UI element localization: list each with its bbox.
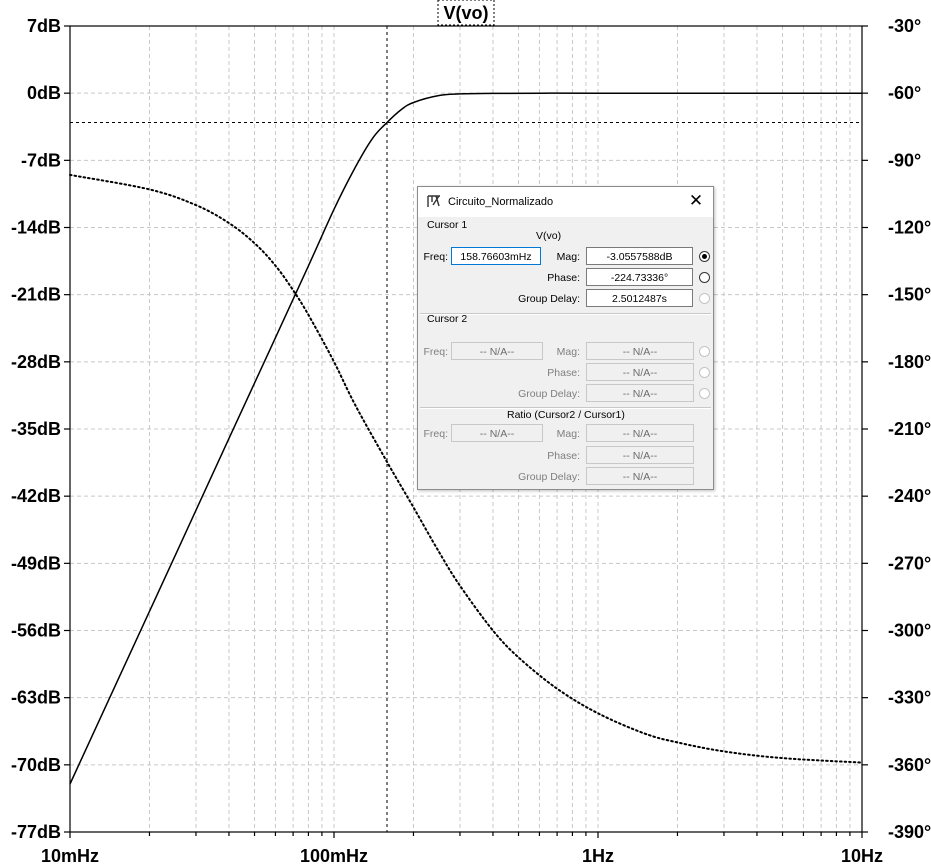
ltspice-icon <box>427 195 440 207</box>
cursor1-mag-label: Mag: <box>556 251 580 263</box>
y-left-tick-label: -21dB <box>11 285 61 305</box>
cursor2-group-delay-radio[interactable] <box>699 388 710 399</box>
traces <box>69 92 863 785</box>
trace-title-box[interactable] <box>437 0 495 26</box>
ratio-group-delay-label: Group Delay: <box>518 471 580 483</box>
y-right-tick-label: -180° <box>888 352 931 372</box>
y-left-tick-label: -35dB <box>11 419 61 439</box>
y-right-tick-label: -330° <box>888 688 931 708</box>
y-left-tick-label: -63dB <box>11 688 61 708</box>
plot-grid <box>70 26 862 832</box>
y-right-tick-label: -90° <box>888 150 921 170</box>
dialog-titlebar[interactable]: Circuito_Normalizado ✕ <box>418 187 713 217</box>
cursor1-freq-field[interactable]: 158.76603mHz <box>451 247 541 265</box>
y-left-tick-label: -49dB <box>11 553 61 573</box>
cursor2-group-delay-field[interactable]: -- N/A-- <box>586 384 694 402</box>
cursor2-phase-label: Phase: <box>547 367 580 379</box>
cursor2-phase-radio[interactable] <box>699 367 710 378</box>
y-left-tick-label: 0dB <box>27 83 61 103</box>
y-left-tick-label: -42dB <box>11 486 61 506</box>
y-left-tick-label: -56dB <box>11 621 61 641</box>
cursor1-trace-name: V(vo) <box>536 230 562 242</box>
cursor2-mag-field[interactable]: -- N/A-- <box>586 342 694 360</box>
cursor1-group-delay-label: Group Delay: <box>518 293 580 305</box>
y-right-tick-label: -360° <box>888 755 931 775</box>
x-axis-labels: 10mHz 100mHz 1Hz 10Hz <box>41 846 883 866</box>
y-right-tick-label: -300° <box>888 621 931 641</box>
cursor1-group-delay-field[interactable]: 2.5012487s <box>586 289 693 307</box>
ratio-phase-field[interactable]: -- N/A-- <box>586 446 694 464</box>
y-left-tick-label: -77dB <box>11 822 61 842</box>
axis-ticks <box>64 25 868 838</box>
ratio-freq-field[interactable]: -- N/A-- <box>451 424 543 442</box>
x-tick-label: 10Hz <box>841 846 883 866</box>
cursor1-phase-field[interactable]: -224.73336° <box>586 268 693 286</box>
x-tick-label: 100mHz <box>300 846 368 866</box>
y-left-tick-label: -7dB <box>21 150 61 170</box>
trace-title[interactable]: V(vo) <box>444 3 489 23</box>
y-left-tick-label: 7dB <box>27 16 61 36</box>
y-right-tick-label: -270° <box>888 553 931 573</box>
close-icon[interactable]: ✕ <box>688 191 704 210</box>
y-right-tick-label: -150° <box>888 285 931 305</box>
y-left-tick-label: -70dB <box>11 755 61 775</box>
ratio-mag-field[interactable]: -- N/A-- <box>586 424 694 442</box>
cursor1-phase-label: Phase: <box>547 272 580 284</box>
y-right-tick-label: -210° <box>888 419 931 439</box>
y-right-tick-label: -390° <box>888 822 931 842</box>
y-right-tick-label: -240° <box>888 486 931 506</box>
cursor2-mag-label: Mag: <box>556 346 580 358</box>
left-axis-labels: 7dB 0dB -7dB -14dB -21dB -28dB -35dB -42dB -49dB… <box>11 16 61 842</box>
cursor1-group-delay-radio[interactable] <box>699 293 710 304</box>
y-left-tick-label: -14dB <box>11 218 61 238</box>
dialog-title: Circuito_Normalizado <box>448 196 554 208</box>
cursor1-freq-label: Freq: <box>423 251 448 263</box>
ratio-phase-label: Phase: <box>547 450 580 462</box>
cursor2-phase-field[interactable]: -- N/A-- <box>586 363 694 381</box>
x-tick-label: 10mHz <box>41 846 99 866</box>
cursor2-freq-field[interactable]: -- N/A-- <box>451 342 543 360</box>
divider <box>420 407 711 409</box>
cursor2-mag-radio[interactable] <box>699 346 710 357</box>
y-right-tick-label: -60° <box>888 83 921 103</box>
ratio-freq-label: Freq: <box>423 428 448 440</box>
ratio-header: Ratio (Cursor2 / Cursor1) <box>507 409 625 421</box>
y-left-tick-label: -28dB <box>11 352 61 372</box>
y-right-tick-label: -120° <box>888 218 931 238</box>
cursor2-header: Cursor 2 <box>427 313 468 325</box>
cursor2-group-delay-label: Group Delay: <box>518 388 580 400</box>
cursor1-header: Cursor 1 <box>427 219 468 231</box>
right-axis-labels: -30° -60° -90° -120° -150° -180° -210° -240° -27… <box>888 16 931 842</box>
ratio-group-delay-field[interactable]: -- N/A-- <box>586 467 694 485</box>
phase-trace <box>69 173 863 764</box>
magnitude-trace <box>69 92 862 785</box>
cursor-dialog: Circuito_Normalizado ✕ Cursor 1 V(vo) Fr… <box>417 186 714 490</box>
y-right-tick-label: -30° <box>888 16 921 36</box>
cursor-lines[interactable] <box>70 26 862 832</box>
divider <box>420 313 711 315</box>
x-tick-label: 1Hz <box>582 846 614 866</box>
ratio-mag-label: Mag: <box>556 428 580 440</box>
cursor2-freq-label: Freq: <box>423 346 448 358</box>
cursor1-phase-radio[interactable] <box>699 272 710 283</box>
cursor1-mag-field[interactable]: -3.0557588dB <box>586 247 693 265</box>
cursor1-mag-radio[interactable] <box>699 251 710 262</box>
